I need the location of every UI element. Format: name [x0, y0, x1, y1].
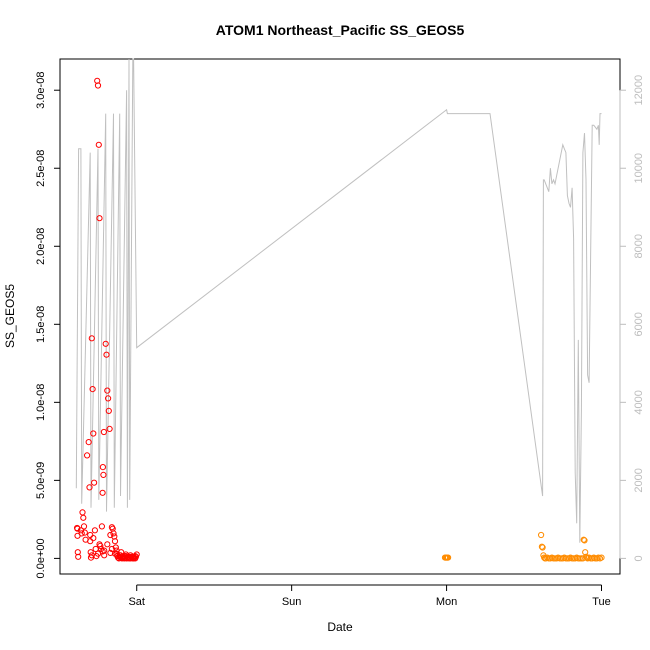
data-point-series-0: [90, 535, 97, 542]
data-point-series-0: [87, 531, 94, 539]
data-point-series-0: [100, 471, 107, 478]
data-point-series-0: [80, 523, 88, 530]
data-point-series-0: [98, 523, 106, 530]
data-point-series-0: [110, 530, 117, 537]
data-point-series-0: [99, 489, 106, 496]
data-point-series-0: [111, 538, 119, 545]
y2-tick-label: 2000: [633, 468, 645, 492]
data-point-series-0: [102, 340, 109, 347]
data-point-series-0: [103, 351, 110, 358]
y-tick-label: 2.5e-08: [35, 150, 47, 187]
data-point-series-1: [445, 554, 452, 561]
chart-title: ATOM1 Northeast_Pacific SS_GEOS5: [216, 22, 465, 38]
data-point-series-0: [104, 387, 111, 394]
data-point-series-0: [125, 553, 133, 560]
data-point-series-1: [538, 531, 545, 539]
data-point-series-0: [87, 538, 94, 545]
y2-tick-label: 8000: [633, 234, 645, 258]
data-point-series-0: [85, 439, 92, 446]
y-tick-label: 1.5e-08: [35, 306, 47, 343]
data-point-series-0: [88, 552, 95, 559]
y-tick-label: 5.0e-09: [35, 462, 47, 499]
data-point-series-0: [99, 464, 107, 471]
data-point-series-0: [105, 395, 112, 402]
data-point-series-0: [80, 514, 87, 521]
data-point-series-0: [91, 527, 99, 534]
data-point-series-0: [116, 552, 123, 559]
data-point-series-0: [79, 509, 86, 516]
x-axis: Sat Sun Mon Tue: [128, 584, 611, 608]
data-point-series-0: [106, 425, 113, 432]
points-layer: [74, 77, 605, 562]
data-point-series-0: [95, 141, 102, 148]
data-point-series-0: [118, 549, 125, 556]
data-point-series-0: [91, 479, 98, 486]
data-point-series-0: [99, 548, 106, 555]
y-axis-label: SS_GEOS5: [3, 284, 17, 348]
y-tick-label: 1.0e-08: [35, 384, 47, 421]
data-point-series-0: [101, 552, 108, 559]
data-point-series-0: [84, 452, 91, 459]
x-tick-label: Sat: [128, 596, 145, 608]
data-point-series-0: [107, 531, 114, 539]
data-point-series-0: [74, 525, 81, 532]
x-tick-label: Mon: [436, 596, 457, 608]
data-point-series-0: [132, 553, 139, 560]
data-point-series-0: [81, 529, 88, 536]
altitude-line: [75, 58, 602, 543]
data-point-series-1: [539, 544, 546, 551]
x-axis-label: Date: [327, 620, 353, 634]
data-point-series-0: [87, 549, 94, 556]
data-point-series-0: [94, 82, 102, 89]
y-tick-label: 3.0e-08: [35, 72, 47, 109]
data-point-series-0: [78, 530, 85, 537]
data-point-series-1: [538, 543, 546, 550]
data-point-series-0: [105, 407, 112, 414]
data-point-series-0: [89, 386, 96, 393]
data-point-series-0: [104, 541, 111, 548]
data-point-series-0: [90, 430, 97, 437]
data-point-series-1: [582, 549, 589, 556]
y2-tick-label: 0: [633, 555, 645, 561]
data-point-series-0: [96, 215, 103, 222]
data-point-series-1: [579, 555, 587, 562]
data-point-series-0: [75, 553, 82, 560]
y2-tick-label: 12000: [633, 75, 645, 106]
y-axis: 0.0e+00 5.0e-09 1.0e-08 1.5e-08 2.0e-08 2.5e-…: [35, 72, 61, 578]
data-point-series-0: [86, 484, 93, 491]
x-tick-label: Tue: [592, 596, 611, 608]
x-tick-label: Sun: [282, 596, 302, 608]
data-point-series-1: [581, 537, 588, 544]
data-point-series-1: [580, 536, 587, 543]
data-point-series-0: [88, 335, 95, 342]
plot-frame: [59, 58, 621, 575]
data-point-series-0: [100, 428, 108, 436]
data-point-series-0: [107, 549, 114, 557]
altitude-line-layer: [75, 58, 602, 543]
data-point-series-0: [112, 544, 119, 551]
y2-tick-label: 10000: [633, 153, 645, 184]
y-tick-label: 0.0e+00: [35, 538, 47, 578]
y-tick-label: 2.0e-08: [35, 228, 47, 265]
y2-tick-label: 4000: [633, 390, 645, 414]
data-point-series-0: [74, 549, 81, 556]
data-point-series-1: [598, 554, 605, 561]
y2-tick-label: 6000: [633, 312, 645, 336]
y-axis-right: 0 2000 4000 6000 8000 10000 12000: [619, 75, 645, 561]
